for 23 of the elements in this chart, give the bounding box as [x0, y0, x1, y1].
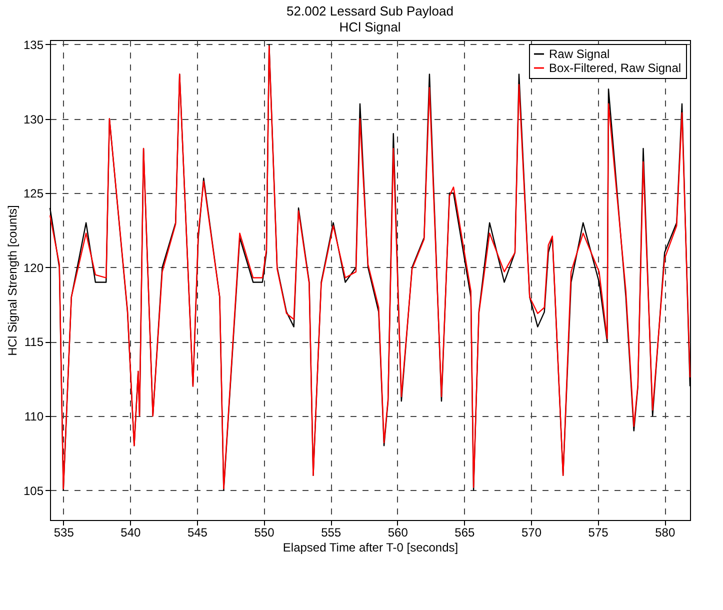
legend-label: Box-Filtered, Raw Signal — [549, 61, 682, 75]
y-tick-label: 125 — [23, 186, 44, 201]
x-tick-label: 565 — [454, 526, 476, 540]
y-axis-title: HCl Signal Strength [counts] — [5, 205, 20, 356]
y-tick-label: 135 — [23, 38, 44, 52]
x-axis-title: Elapsed Time after T-0 [seconds] — [282, 540, 458, 554]
x-tick-label: 540 — [120, 526, 141, 540]
x-tick-label: 570 — [521, 526, 542, 540]
x-tick-label: 545 — [187, 526, 208, 540]
legend-label: Raw Signal — [549, 47, 610, 61]
y-tick-label: 120 — [23, 260, 44, 275]
x-tick-label: 580 — [655, 526, 676, 540]
y-tick-label: 130 — [23, 112, 44, 126]
x-tick-label: 535 — [54, 526, 74, 540]
y-tick-label: 110 — [24, 409, 44, 424]
x-tick-label: 575 — [588, 526, 609, 540]
y-tick-label: 105 — [23, 484, 44, 498]
chart-title: 52.002 Lessard Sub Payload — [286, 3, 454, 18]
chart-subtitle: HCl Signal — [339, 19, 401, 34]
x-tick-label: 560 — [388, 526, 408, 540]
x-tick-label: 550 — [254, 526, 275, 540]
x-tick-label: 555 — [321, 526, 342, 540]
y-tick-label: 115 — [24, 335, 44, 350]
